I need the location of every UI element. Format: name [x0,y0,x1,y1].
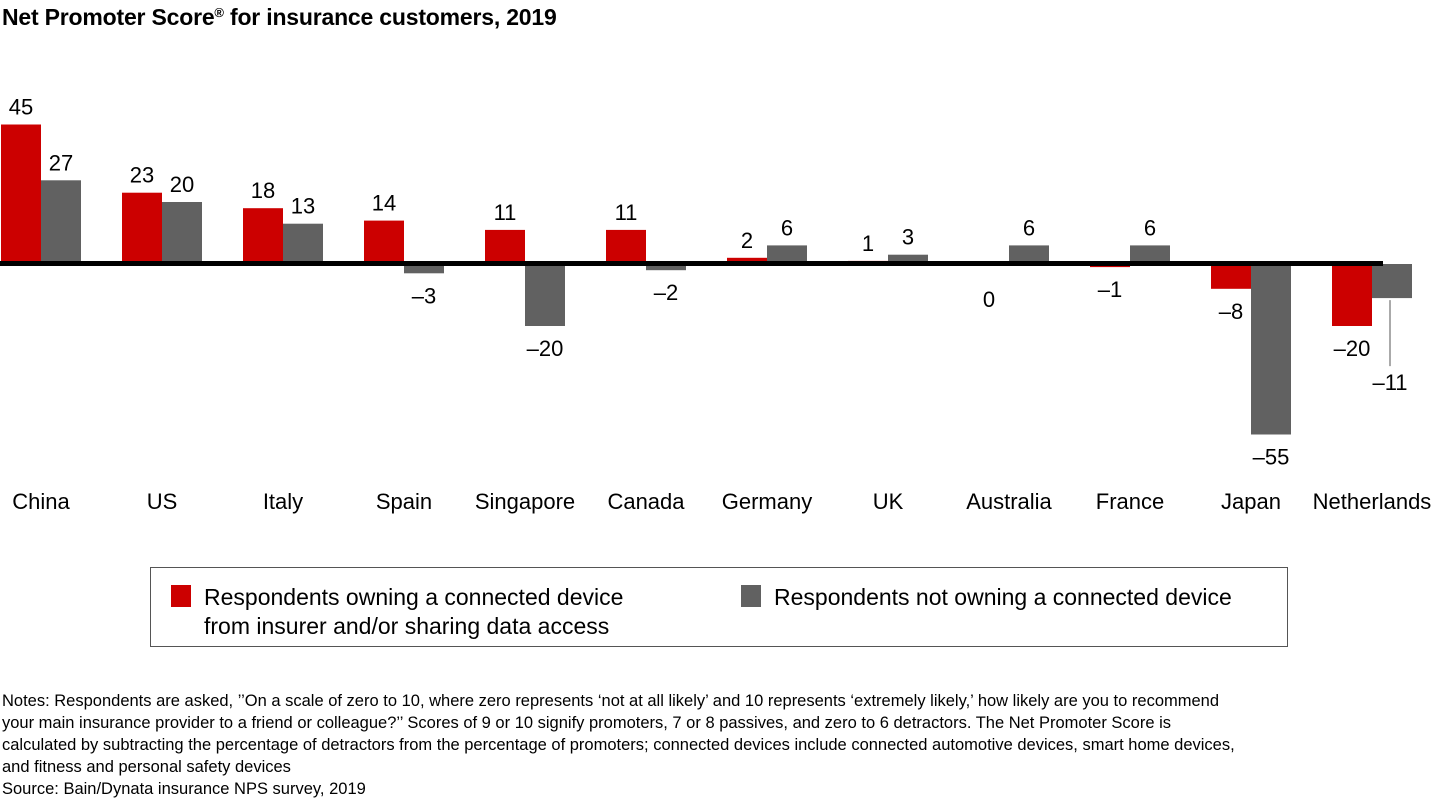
notes-line: Notes: Respondents are asked, ’’On a sca… [2,692,1220,710]
bar-not-owning [525,264,565,326]
bar-not-owning [767,245,807,264]
data-label: 27 [49,150,73,175]
bar-owning [1,124,41,264]
bar-not-owning [646,264,686,271]
data-label: 13 [291,194,315,219]
bar-owning [606,229,646,264]
zero-axis-line [0,261,1383,266]
category-label: Netherlands [1313,489,1432,514]
category-label: China [12,489,70,514]
data-label: 11 [615,200,638,225]
legend-swatch-red [171,585,191,607]
bar-owning [727,257,767,264]
category-label: Canada [607,489,685,514]
data-label: 2 [741,228,753,253]
legend-label-not-owning: Respondents not owning a connected devic… [774,583,1232,612]
data-label: 1 [862,231,874,256]
bar-not-owning [1009,245,1049,264]
data-label: 6 [1023,215,1035,240]
legend-item-owning: Respondents owning a connected device fr… [171,583,623,641]
data-label: –3 [412,283,436,308]
legend: Respondents owning a connected device fr… [150,567,1288,647]
category-label: US [147,489,178,514]
bar-not-owning [1372,264,1412,299]
bar-owning [485,229,525,264]
data-label: –1 [1098,277,1122,302]
bar-owning [122,192,162,264]
category-label: Germany [722,489,812,514]
legend-label-line: Respondents owning a connected device [204,584,624,610]
title-main: Net Promoter Score [2,4,215,30]
notes-line: calculated by subtracting the percentage… [2,736,1235,754]
registered-mark: ® [214,5,224,20]
bar-not-owning [41,180,81,264]
data-label: 20 [170,172,194,197]
data-label: 45 [9,95,33,120]
notes-line: your main insurance provider to a friend… [2,714,1172,732]
data-label: –2 [654,280,678,305]
bar-owning [1332,264,1372,326]
data-label: 23 [130,163,154,188]
data-label: 14 [372,191,396,216]
data-label: –20 [527,336,564,361]
data-label: –55 [1253,445,1290,470]
legend-swatch-gray [741,585,761,607]
bar-not-owning [1251,264,1291,435]
category-label: Singapore [475,489,575,514]
data-label: 18 [251,178,275,203]
category-label: Japan [1221,489,1281,514]
title-rest: for insurance customers, 2019 [223,4,557,30]
data-label: 6 [1144,215,1156,240]
legend-item-not-owning: Respondents not owning a connected devic… [741,583,1232,612]
notes: Notes: Respondents are asked, ’’On a sca… [2,690,1440,800]
data-label: –8 [1219,299,1243,324]
bar-owning [1211,264,1251,289]
source-line: Source: Bain/Dynata insurance NPS survey… [2,780,366,798]
data-label: 3 [902,225,914,250]
data-label: 11 [494,200,517,225]
legend-label-owning: Respondents owning a connected device fr… [204,583,623,641]
chart-title: Net Promoter Score® for insurance custom… [2,4,557,31]
data-label: –20 [1334,336,1371,361]
legend-label-line: from insurer and/or sharing data access [204,613,610,639]
data-label: 0 [983,287,995,312]
bar-not-owning [162,202,202,264]
category-label: Spain [376,489,432,514]
bar-not-owning [888,254,928,264]
category-label: France [1096,489,1164,514]
bar-not-owning [283,223,323,264]
bar-owning [243,208,283,264]
notes-line: and fitness and personal safety devices [2,758,291,776]
bar-not-owning [1130,245,1170,264]
bar-not-owning [404,264,444,274]
data-label: –11 [1372,370,1407,395]
bar-owning [364,220,404,264]
data-label: 6 [781,215,793,240]
category-label: Italy [263,489,303,514]
category-label: Australia [966,489,1052,514]
legend-label-line: Respondents not owning a connected devic… [774,584,1232,610]
category-label: UK [873,489,904,514]
